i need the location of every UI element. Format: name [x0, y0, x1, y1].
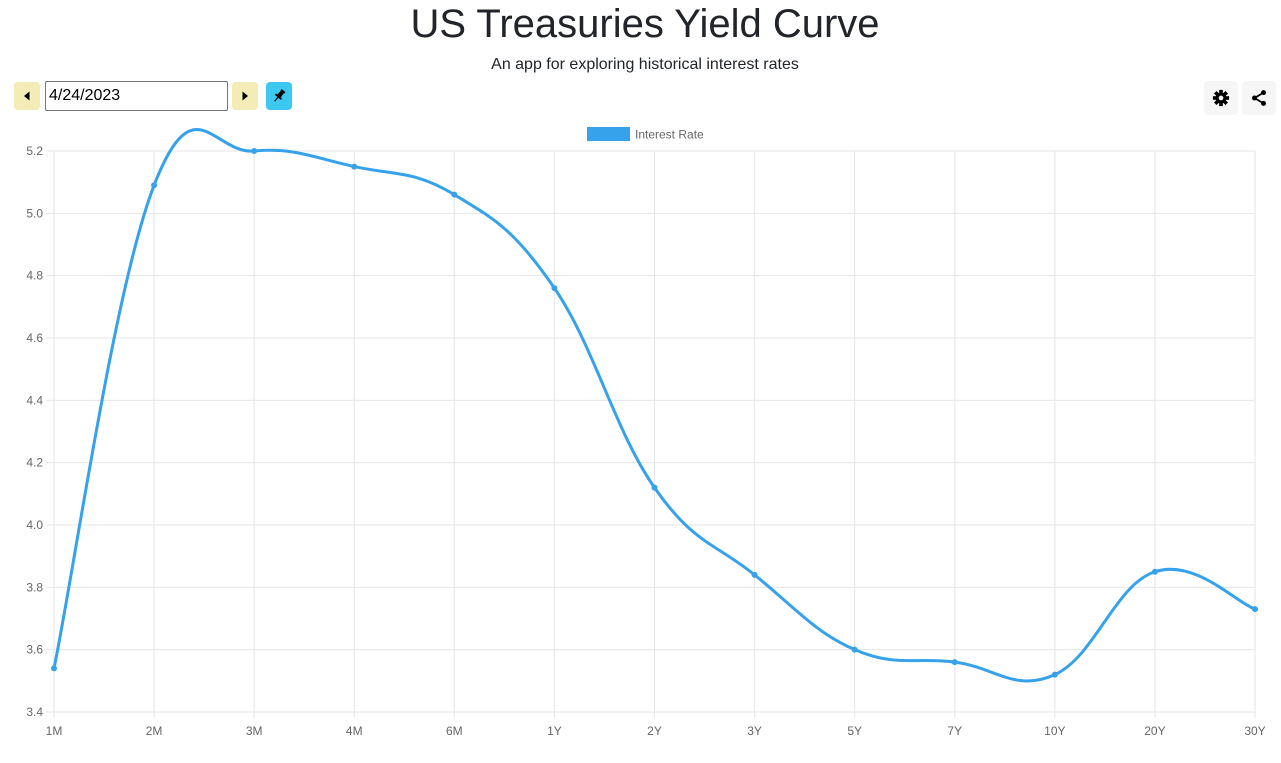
data-point-7y[interactable]	[951, 659, 958, 666]
data-point-10y[interactable]	[1051, 671, 1058, 678]
y-tick-label: 4.4	[26, 393, 43, 407]
next-date-button[interactable]	[232, 82, 258, 110]
y-tick-label: 4.2	[26, 456, 43, 470]
data-point-6m[interactable]	[451, 191, 458, 198]
y-tick-label: 5.0	[26, 206, 43, 220]
legend-label: Interest Rate	[635, 128, 704, 142]
y-tick-label: 4.0	[26, 518, 43, 532]
data-point-5y[interactable]	[851, 646, 858, 653]
gear-icon	[1212, 89, 1230, 107]
data-point-20y[interactable]	[1151, 568, 1158, 575]
share-button[interactable]	[1242, 81, 1276, 115]
x-tick-label: 30Y	[1244, 724, 1265, 738]
y-tick-label: 4.8	[26, 269, 43, 283]
x-tick-label: 2M	[146, 724, 163, 738]
y-tick-label: 3.8	[26, 580, 43, 594]
x-axis: 1M 2M 3M 4M 6M 1Y 2Y 3Y 5Y 7Y 10Y 20Y 30Y	[46, 724, 1266, 738]
x-tick-label: 1Y	[547, 724, 562, 738]
y-tick-label: 5.2	[26, 144, 43, 158]
y-tick-label: 3.4	[26, 705, 43, 719]
pin-button[interactable]	[266, 82, 292, 110]
x-tick-label: 1M	[46, 724, 63, 738]
data-point-3m[interactable]	[251, 148, 258, 154]
data-point-2y[interactable]	[651, 484, 658, 491]
yield-curve-chart: Interest Rate 3.4 3.6 3.8 4.0 4.2 4.4 4.6 4.8 5.…	[26, 127, 1266, 738]
data-point-30y[interactable]	[1252, 606, 1258, 613]
data-point-2m[interactable]	[151, 182, 158, 189]
x-tick-label: 3Y	[747, 724, 762, 738]
series-points	[51, 148, 1258, 678]
x-tick-label: 5Y	[847, 724, 862, 738]
data-point-1y[interactable]	[551, 285, 558, 292]
date-input[interactable]	[45, 81, 228, 111]
x-tick-label: 2Y	[647, 724, 662, 738]
x-tick-label: 3M	[246, 724, 263, 738]
page-subtitle: An app for exploring historical interest…	[491, 56, 799, 73]
data-point-1m[interactable]	[51, 665, 57, 672]
series-line-interest-rate	[52, 128, 1256, 683]
y-tick-label: 3.6	[26, 643, 43, 657]
legend-swatch	[587, 127, 630, 141]
x-tick-label: 7Y	[947, 724, 962, 738]
y-axis: 3.4 3.6 3.8 4.0 4.2 4.4 4.6 4.8 5.0 5.2	[26, 144, 43, 719]
page-title: US Treasuries Yield Curve	[410, 2, 880, 46]
data-point-4m[interactable]	[351, 163, 358, 170]
share-icon	[1251, 90, 1267, 106]
settings-button[interactable]	[1204, 81, 1238, 115]
x-tick-label: 6M	[446, 724, 463, 738]
chart-legend[interactable]: Interest Rate	[587, 127, 704, 142]
pin-icon	[274, 89, 286, 102]
x-tick-label: 4M	[346, 724, 363, 738]
data-point-3y[interactable]	[751, 571, 758, 578]
triangle-left-icon	[24, 91, 30, 101]
previous-date-button[interactable]	[14, 82, 40, 110]
chart-grid	[46, 150, 1256, 718]
triangle-right-icon	[242, 91, 248, 101]
y-tick-label: 4.6	[26, 331, 43, 345]
x-tick-label: 10Y	[1044, 724, 1065, 738]
x-tick-label: 20Y	[1144, 724, 1165, 738]
